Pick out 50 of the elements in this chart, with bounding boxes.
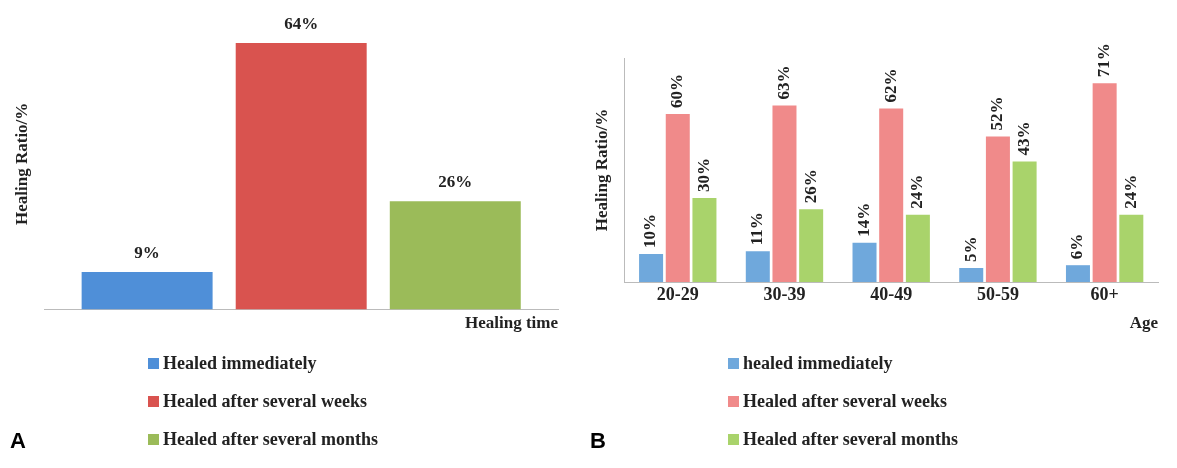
data-label: 9% bbox=[134, 243, 160, 262]
data-label: 10% bbox=[640, 214, 660, 248]
bar bbox=[665, 114, 690, 282]
legend-label: Healed after several weeks bbox=[743, 390, 948, 412]
bar bbox=[639, 254, 664, 282]
bar bbox=[1012, 161, 1037, 282]
bar bbox=[1119, 214, 1144, 282]
data-label: 5% bbox=[960, 236, 980, 262]
data-label: 26% bbox=[438, 172, 473, 192]
bar bbox=[1065, 265, 1090, 282]
data-label: 26% bbox=[800, 169, 820, 204]
bar bbox=[745, 251, 770, 282]
legend-label: Healed after several months bbox=[163, 428, 379, 450]
data-label: 64% bbox=[284, 13, 319, 33]
x-tick-label: 60+ bbox=[1090, 284, 1119, 305]
y-axis-title: Healing Ratio/% bbox=[11, 102, 31, 225]
bar bbox=[799, 209, 824, 282]
x-axis-title: Healing time bbox=[464, 313, 559, 333]
legend-label: healed immediately bbox=[743, 352, 893, 374]
data-label: 63% bbox=[773, 65, 793, 100]
bar bbox=[879, 108, 904, 282]
data-label: 52% bbox=[987, 96, 1007, 131]
data-label: 24% bbox=[1120, 174, 1140, 209]
x-tick-label: 30-39 bbox=[763, 284, 806, 305]
bar bbox=[985, 136, 1010, 282]
text: A bbox=[10, 428, 26, 454]
data-label: 11% bbox=[747, 212, 767, 246]
y-axis-title: Healing Ratio/% bbox=[591, 108, 611, 232]
data-label: 6% bbox=[1067, 233, 1087, 260]
bar bbox=[1092, 83, 1117, 282]
data-label: 71% bbox=[1094, 43, 1114, 78]
bar bbox=[852, 242, 877, 282]
x-tick-label: 40-49 bbox=[870, 284, 913, 305]
bar bbox=[772, 105, 797, 282]
legend-label: Healed after several months bbox=[743, 428, 959, 450]
data-label: 30% bbox=[693, 158, 713, 192]
data-label: 24% bbox=[907, 174, 927, 209]
x-tick-label: 50-59 bbox=[976, 284, 1019, 305]
data-label: 62% bbox=[880, 68, 900, 103]
data-label: 60% bbox=[667, 74, 687, 108]
legend-label: Healed after several weeks bbox=[163, 390, 368, 412]
x-tick-label: 20-29 bbox=[656, 284, 699, 305]
text: B bbox=[590, 428, 606, 454]
data-label: 43% bbox=[1013, 121, 1033, 156]
bar bbox=[692, 198, 717, 282]
data-label: 14% bbox=[853, 202, 873, 237]
x-axis-title: Age bbox=[1129, 313, 1159, 333]
legend-label: Healed immediately bbox=[163, 352, 317, 374]
bar bbox=[905, 214, 930, 282]
bar bbox=[959, 268, 984, 282]
